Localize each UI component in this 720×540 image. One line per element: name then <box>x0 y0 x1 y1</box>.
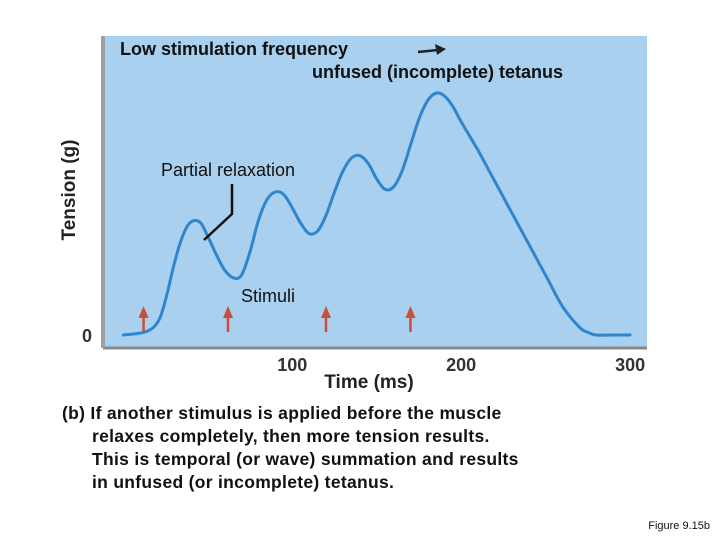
title-arrow-icon <box>417 44 446 55</box>
x-tick-label: 100 <box>277 355 307 375</box>
y-tick-labels: 0 <box>82 326 92 346</box>
figure-label: Figure 9.15b <box>648 520 710 532</box>
stimuli-label: Stimuli <box>241 286 295 306</box>
plot-background <box>103 36 647 348</box>
tension-curve <box>121 91 632 337</box>
stimuli-arrows <box>138 306 416 332</box>
chart-title-line2: unfused (incomplete) tetanus <box>312 62 563 82</box>
caption-line-3: This is temporal (or wave) summation and… <box>92 449 519 469</box>
figure-caption: (b) If another stimulus is applied befor… <box>62 402 662 494</box>
stimulus-arrow-icon <box>405 306 416 332</box>
partial-relaxation-label: Partial relaxation <box>161 160 295 180</box>
x-tick-label: 300 <box>615 355 645 375</box>
caption-line-4: in unfused (or incomplete) tetanus. <box>92 472 395 492</box>
y-axis-label: Tension (g) <box>59 140 80 241</box>
caption-line-1: (b) If another stimulus is applied befor… <box>62 403 502 423</box>
x-tick-label: 200 <box>446 355 476 375</box>
x-tick-labels: 100 200 300 <box>277 355 645 375</box>
tetanus-chart: Low stimulation frequency unfused (incom… <box>59 36 647 393</box>
x-axis-label: Time (ms) <box>324 372 413 393</box>
stimulus-arrow-icon <box>138 306 149 332</box>
stimulus-arrow-icon <box>321 306 332 332</box>
partial-relaxation-pointer <box>203 184 234 241</box>
stimulus-arrow-icon <box>223 306 234 332</box>
y-tick-label: 0 <box>82 326 92 346</box>
chart-title-line1: Low stimulation frequency <box>120 39 348 59</box>
caption-line-2: relaxes completely, then more tension re… <box>92 426 490 446</box>
